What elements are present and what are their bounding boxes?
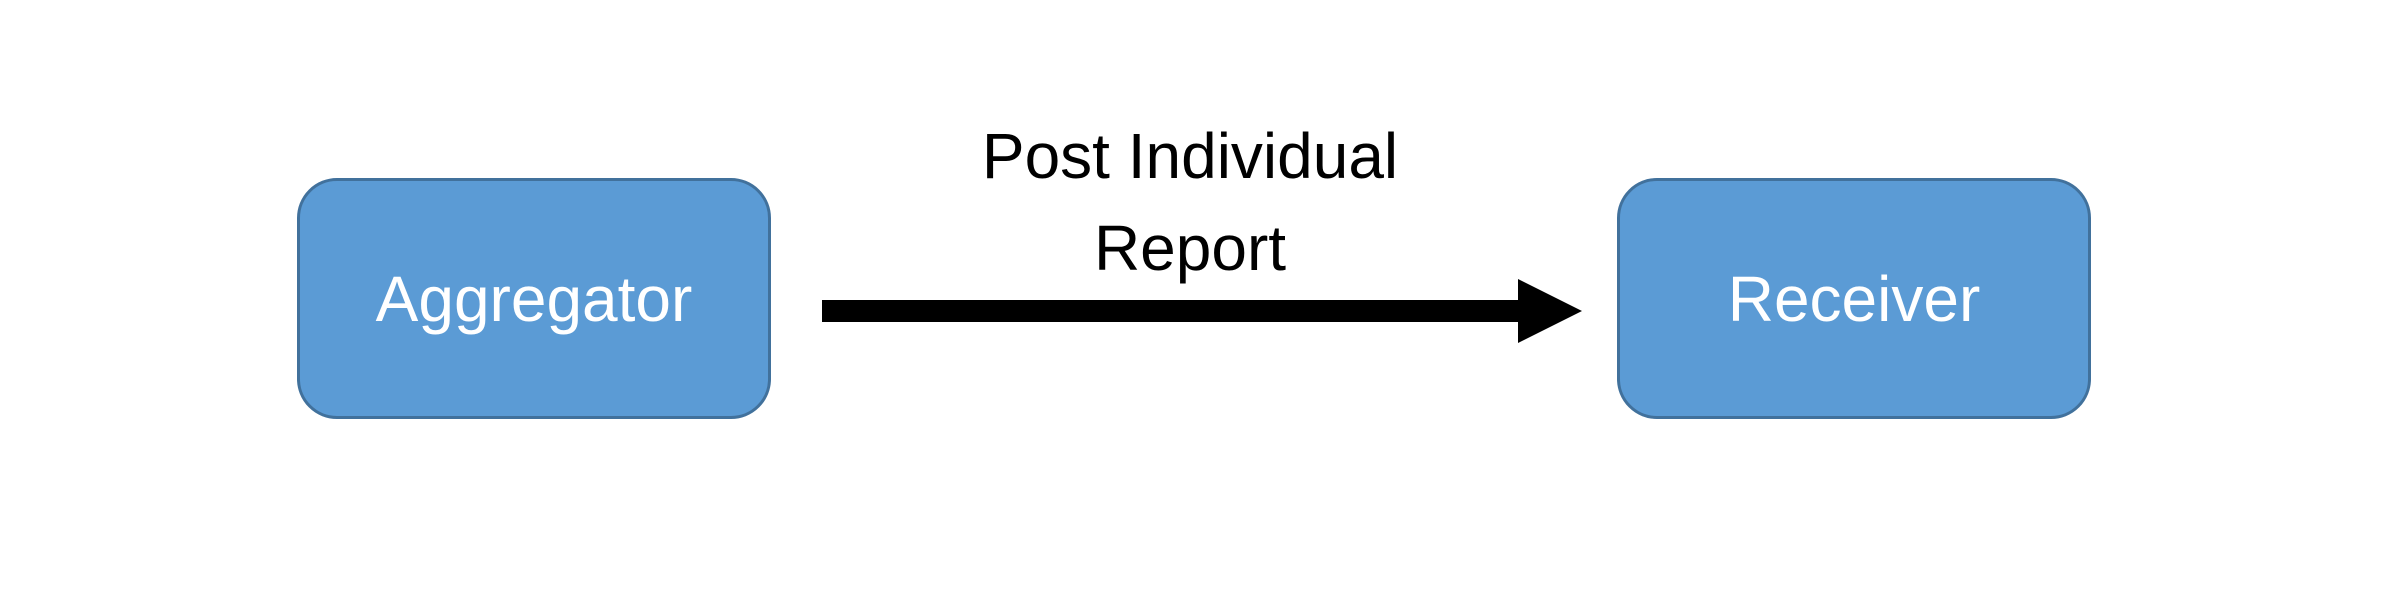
receiver-node: Receiver: [1617, 178, 2091, 419]
edge-label: Post Individual Report: [900, 110, 1480, 294]
aggregator-node: Aggregator: [297, 178, 771, 419]
aggregator-label: Aggregator: [375, 262, 693, 335]
arrow-shaft: [822, 300, 1528, 322]
receiver-label: Receiver: [1727, 262, 1981, 335]
arrow-head: [1518, 279, 1582, 343]
edge-label-line-1: Post Individual: [981, 120, 1399, 192]
edge-label-line-2: Report: [1093, 212, 1287, 284]
